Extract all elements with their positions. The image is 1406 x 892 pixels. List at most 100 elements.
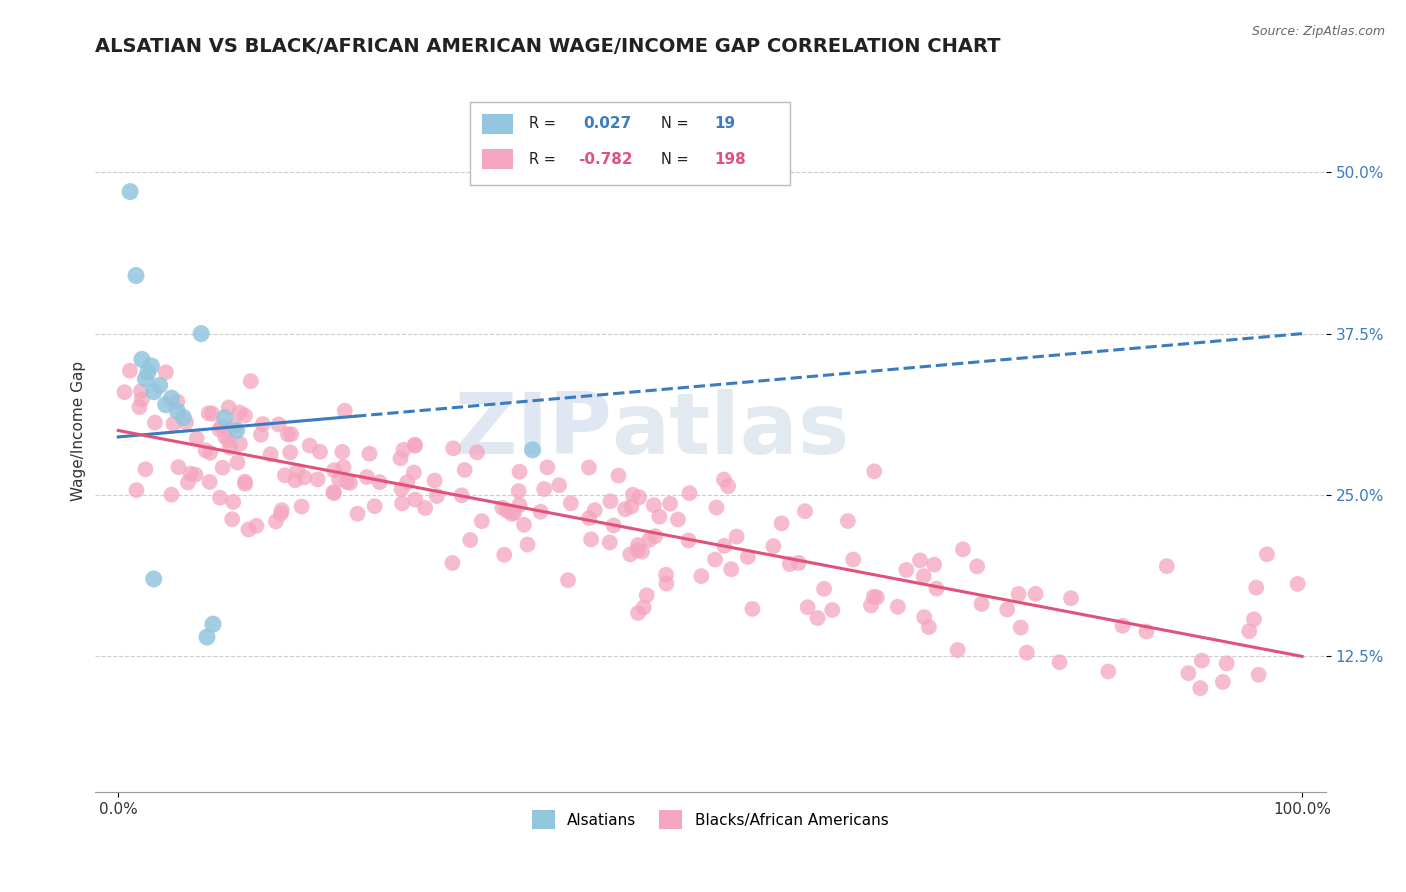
Point	[794, 504, 817, 518]
Point	[599, 494, 621, 508]
Point	[508, 465, 530, 479]
Point	[218, 401, 240, 415]
Point	[441, 556, 464, 570]
Point	[706, 500, 728, 515]
Point	[198, 446, 221, 460]
Point	[225, 424, 247, 438]
Point	[1010, 621, 1032, 635]
Point	[174, 415, 197, 429]
Text: R =: R =	[529, 152, 555, 167]
Point	[277, 427, 299, 442]
Point	[737, 549, 759, 564]
Text: 19: 19	[714, 117, 735, 131]
Point	[245, 519, 267, 533]
Point	[280, 427, 302, 442]
Point	[1244, 581, 1267, 595]
Point	[221, 512, 243, 526]
Text: atlas: atlas	[612, 389, 849, 472]
Point	[1049, 655, 1071, 669]
Point	[762, 539, 785, 553]
Point	[322, 485, 344, 500]
Point	[125, 483, 148, 498]
Point	[208, 423, 231, 437]
Point	[522, 442, 544, 457]
Point	[143, 416, 166, 430]
Point	[529, 505, 551, 519]
Point	[995, 602, 1018, 616]
Point	[404, 438, 426, 452]
Point	[291, 500, 314, 514]
Point	[162, 417, 184, 431]
Point	[633, 600, 655, 615]
Point	[631, 544, 654, 558]
Point	[233, 476, 256, 491]
Point	[643, 498, 665, 512]
Point	[224, 419, 246, 434]
Point	[1212, 674, 1234, 689]
Point	[644, 529, 666, 543]
Point	[129, 384, 152, 399]
Legend: Alsatians, Blacks/African Americans: Alsatians, Blacks/African Americans	[526, 804, 894, 835]
Point	[441, 442, 464, 456]
Point	[356, 470, 378, 484]
Point	[142, 384, 165, 399]
Point	[423, 474, 446, 488]
Point	[278, 445, 301, 459]
Point	[336, 475, 359, 489]
Point	[579, 533, 602, 547]
Point	[160, 488, 183, 502]
Point	[533, 482, 555, 496]
Point	[1025, 587, 1047, 601]
Point	[222, 495, 245, 509]
Point	[806, 611, 828, 625]
Point	[142, 572, 165, 586]
Point	[1243, 612, 1265, 626]
Point	[501, 507, 523, 521]
Point	[219, 441, 242, 455]
Point	[214, 410, 236, 425]
Point	[128, 400, 150, 414]
Text: N =: N =	[661, 152, 689, 167]
Point	[1135, 624, 1157, 639]
Point	[837, 514, 859, 528]
Point	[607, 468, 630, 483]
FancyBboxPatch shape	[482, 114, 513, 134]
Point	[339, 475, 361, 490]
Point	[332, 460, 354, 475]
Point	[952, 542, 974, 557]
Point	[779, 557, 801, 571]
Point	[214, 430, 236, 444]
Point	[226, 456, 249, 470]
Point	[713, 539, 735, 553]
Point	[392, 442, 415, 457]
Point	[896, 563, 918, 577]
Point	[180, 467, 202, 481]
Point	[863, 464, 886, 478]
Point	[426, 489, 449, 503]
Text: 198: 198	[714, 152, 745, 167]
Point	[1156, 559, 1178, 574]
Point	[346, 507, 368, 521]
Point	[211, 460, 233, 475]
Point	[211, 419, 233, 434]
Point	[908, 553, 931, 567]
Text: ZIP: ZIP	[454, 389, 612, 472]
Point	[536, 460, 558, 475]
Point	[970, 597, 993, 611]
Point	[619, 547, 641, 561]
Point	[155, 398, 177, 412]
Point	[195, 630, 218, 644]
Point	[859, 599, 882, 613]
Point	[134, 372, 156, 386]
Point	[578, 460, 600, 475]
Point	[966, 559, 988, 574]
Point	[717, 479, 740, 493]
Point	[1111, 618, 1133, 632]
Point	[628, 490, 651, 504]
Point	[796, 600, 818, 615]
Point	[655, 576, 678, 591]
Text: -0.782: -0.782	[578, 152, 633, 167]
Text: R =: R =	[529, 117, 555, 131]
Point	[862, 590, 884, 604]
Point	[307, 472, 329, 486]
